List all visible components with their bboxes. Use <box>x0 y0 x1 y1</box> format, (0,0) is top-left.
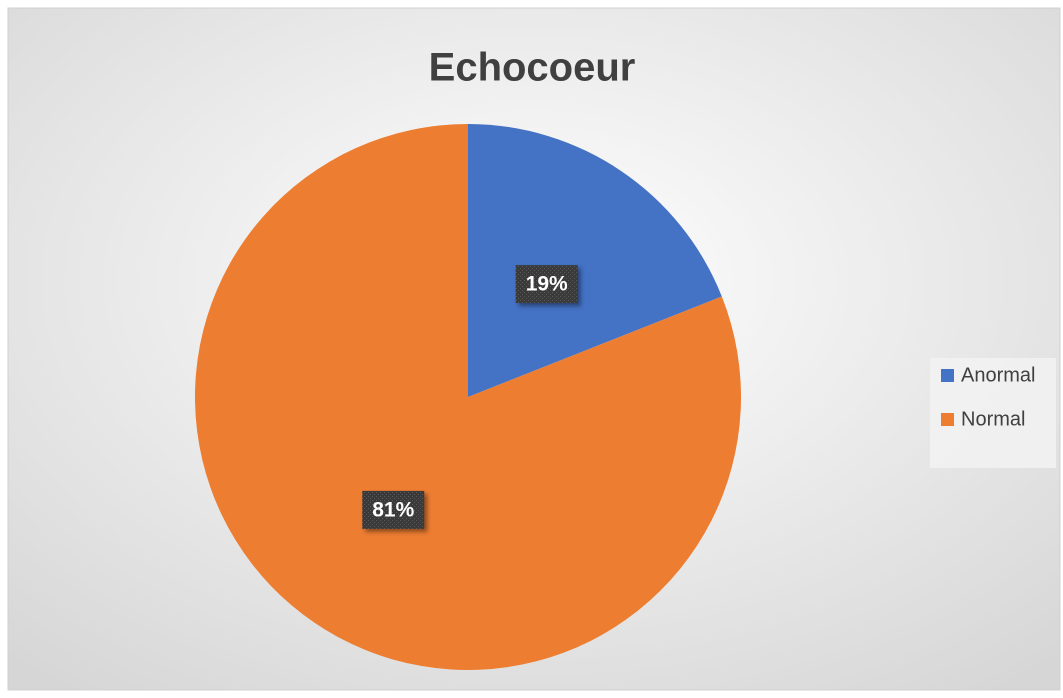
data-label-box <box>515 265 578 304</box>
data-label-box <box>362 490 425 529</box>
legend-swatch <box>941 413 954 426</box>
legend-label: Anormal <box>961 364 1035 386</box>
legend-swatch <box>941 369 954 382</box>
data-label: 19% <box>526 273 568 296</box>
chart-title: Echocoeur <box>429 46 636 90</box>
pie-slice <box>468 124 722 397</box>
pie-slice <box>195 124 741 670</box>
legend-label: Normal <box>961 408 1025 430</box>
data-label: 81% <box>372 498 414 521</box>
